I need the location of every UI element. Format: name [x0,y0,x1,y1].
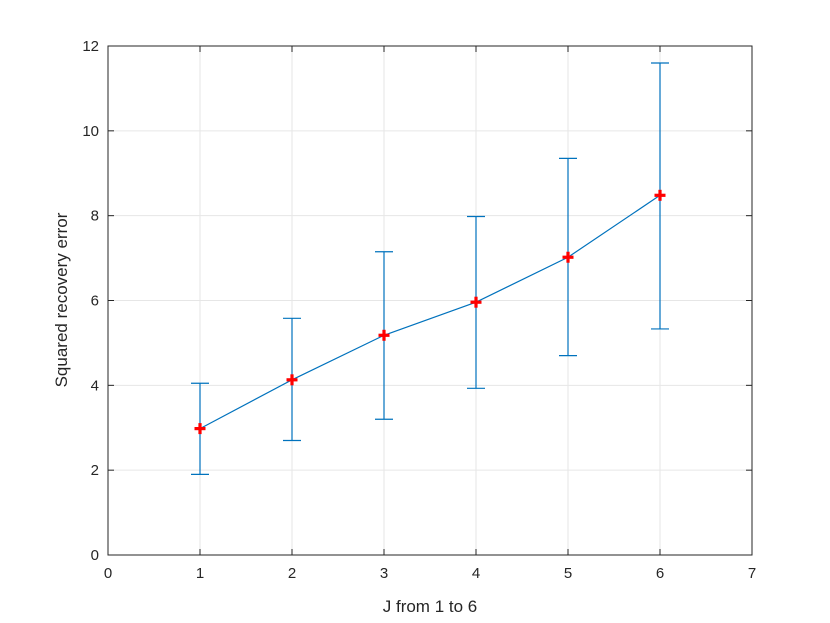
x-tick-label: 6 [656,565,664,582]
y-tick-label: 6 [91,293,99,310]
x-tick-label: 7 [748,565,756,582]
y-axis-label: Squared recovery error [52,212,71,387]
x-tick-label: 2 [288,565,296,582]
x-tick-label: 5 [564,565,572,582]
data-point-marker [378,329,390,341]
y-tick-label: 10 [82,123,99,140]
data-point-marker [286,374,298,386]
y-tick-label: 2 [91,462,99,479]
data-point-marker [562,251,574,263]
y-tick-label: 12 [82,38,99,55]
x-axis-label: J from 1 to 6 [383,597,477,616]
data-point-marker [470,296,482,308]
data-point-marker [654,189,666,201]
x-tick-label: 3 [380,565,388,582]
data-point-marker [194,423,206,435]
y-tick-label: 4 [91,377,99,394]
y-tick-label: 8 [91,208,99,225]
x-tick-label: 1 [196,565,204,582]
x-tick-label: 0 [104,565,112,582]
series-line [199,194,661,430]
y-tick-label: 0 [91,547,99,564]
grid-lines [107,45,753,556]
x-tick-label: 4 [472,565,480,582]
series [191,62,669,476]
